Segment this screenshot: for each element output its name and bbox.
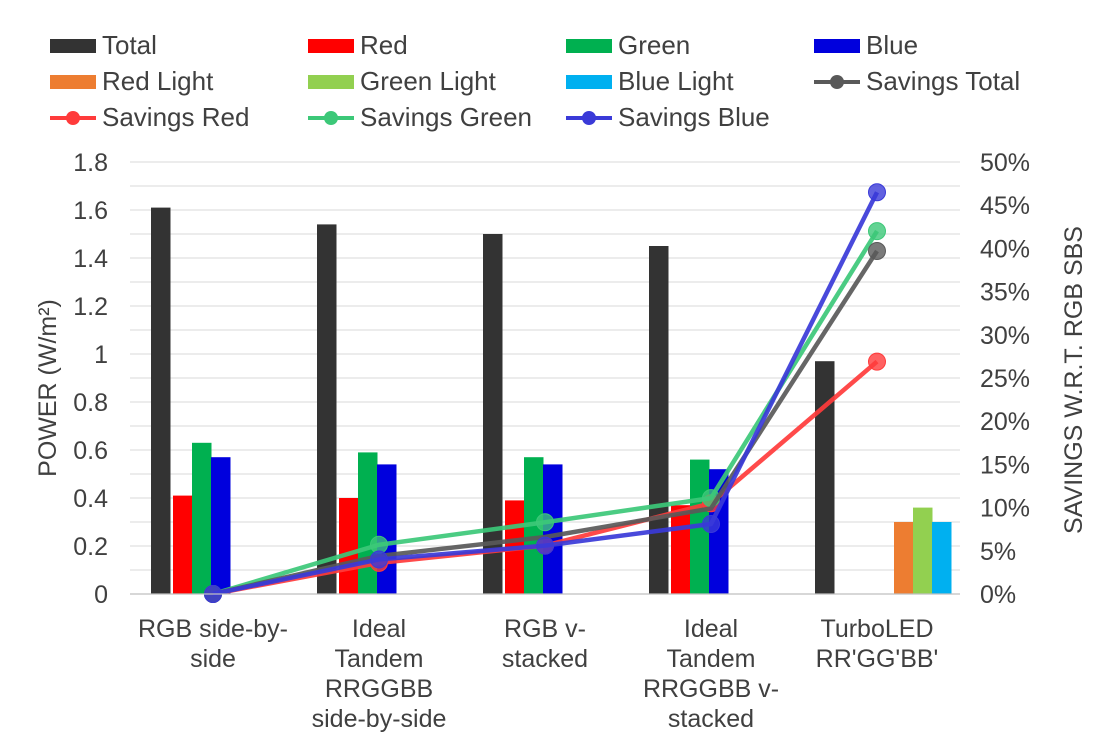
y-tick-label: 1.4 (73, 245, 108, 273)
y-tick-label: 1.6 (73, 197, 108, 225)
legend-item-blue: Blue (814, 30, 918, 61)
legend-label: Blue Light (618, 66, 734, 96)
y2-tick-label: 20% (980, 408, 1030, 436)
bar-total-0 (151, 207, 171, 594)
legend-swatch-blue-light (566, 74, 612, 89)
legend-swatch-red (308, 38, 354, 53)
legend-swatch-savings-total (814, 73, 860, 91)
bar-blue-light-4 (932, 522, 952, 594)
legend-item-savings-blue: Savings Blue (566, 102, 770, 133)
y2-tick-label: 0% (980, 581, 1016, 609)
bar-red-1 (339, 498, 359, 594)
legend-item-red-light: Red Light (50, 66, 213, 97)
marker-savings-red-4 (868, 352, 886, 371)
marker-savings-blue-2 (536, 536, 554, 555)
bar-blue-2 (543, 464, 563, 594)
legend-swatch-red-light (50, 74, 96, 89)
bar-blue-1 (377, 464, 397, 594)
y2-axis-title: SAVINGS W.R.T. RGB SBS (1060, 226, 1088, 534)
legend-label: Savings Green (360, 102, 532, 132)
y2-tick-label: 25% (980, 365, 1030, 393)
marker-savings-green-4 (868, 222, 886, 241)
bar-red-light-4 (894, 522, 914, 594)
bar-blue-0 (211, 457, 231, 594)
bar-red-0 (173, 495, 193, 594)
axis-layer: 0 0.2 0.4 0.6 0.8 1 1.2 1.4 1.6 1.8 0% 5% 10% 15% 20% 2… (34, 149, 1088, 733)
legend-item-blue-light: Blue Light (566, 66, 734, 97)
x-tick-label: RGB v-stacked (502, 615, 588, 673)
y-tick-label: 1.8 (73, 149, 108, 177)
marker-savings-blue-4 (868, 183, 886, 202)
legend-swatch-green (566, 38, 612, 53)
legend-label: Green (618, 30, 691, 60)
legend-label: Total (102, 30, 157, 60)
marker-savings-green-2 (536, 513, 554, 532)
legend-label: Green Light (360, 66, 496, 96)
y2-tick-label: 10% (980, 495, 1030, 523)
bar-total-4 (815, 361, 835, 594)
y2-tick-label: 40% (980, 235, 1030, 263)
legend-item-savings-green: Savings Green (308, 102, 532, 133)
marker-savings-total-4 (868, 241, 886, 260)
bar-total-1 (317, 224, 337, 594)
line-layer (204, 183, 886, 603)
x-tick-label: TurboLED RR'GG'BB' (816, 615, 939, 673)
y2-tick-label: 45% (980, 192, 1030, 220)
legend-label: Red Light (102, 66, 214, 96)
legend-swatch-savings-red (50, 109, 96, 127)
y-tick-label: 0.8 (73, 389, 108, 417)
y2-tick-label: 5% (980, 538, 1016, 566)
y-axis-title: POWER (W/m²) (34, 299, 62, 477)
legend-item-red: Red (308, 30, 408, 61)
marker-savings-blue-3 (702, 515, 720, 534)
y-tick-label: 1 (94, 341, 108, 369)
bar-green-1 (358, 452, 378, 594)
legend-swatch-savings-blue (566, 109, 612, 127)
y-tick-label: 0 (94, 581, 108, 609)
x-tick-label: RGB side-by-side (138, 615, 288, 673)
y2-tick-label: 50% (980, 149, 1030, 177)
legend-item-green: Green (566, 30, 690, 61)
legend-label: Blue (866, 30, 919, 60)
legend-label: Savings Blue (618, 102, 770, 132)
legend-swatch-green-light (308, 74, 354, 89)
legend-swatch-total (50, 38, 96, 53)
y-tick-label: 0.4 (73, 485, 108, 513)
chart-legend: Total Red Green Blue Red Light Green Light Blu… (50, 30, 1110, 140)
y-tick-label: 0.6 (73, 437, 108, 465)
bar-red-3 (671, 505, 691, 594)
legend-swatch-blue (814, 38, 860, 53)
x-tick-label: Ideal Tandem RRGGBB v-stacked (643, 615, 779, 733)
legend-item-savings-total: Savings Total (814, 66, 1020, 97)
legend-label: Savings Red (102, 102, 250, 132)
y2-tick-label: 35% (980, 279, 1030, 307)
y-tick-label: 0.2 (73, 533, 108, 561)
bar-green-light-4 (913, 507, 933, 594)
legend-label: Savings Total (866, 66, 1021, 96)
legend-label: Red (360, 30, 408, 60)
legend-item-green-light: Green Light (308, 66, 496, 97)
legend-swatch-savings-green (308, 109, 354, 127)
bar-total-2 (483, 234, 503, 594)
legend-item-savings-red: Savings Red (50, 102, 249, 133)
x-tick-label: Ideal Tandem RRGGBB side-by-side (312, 615, 447, 733)
bar-total-3 (649, 246, 669, 594)
y2-tick-label: 30% (980, 322, 1030, 350)
marker-savings-blue-1 (370, 550, 388, 569)
y-tick-label: 1.2 (73, 293, 108, 321)
y2-tick-label: 15% (980, 451, 1030, 479)
bar-green-0 (192, 442, 212, 594)
legend-item-total: Total (50, 30, 157, 61)
